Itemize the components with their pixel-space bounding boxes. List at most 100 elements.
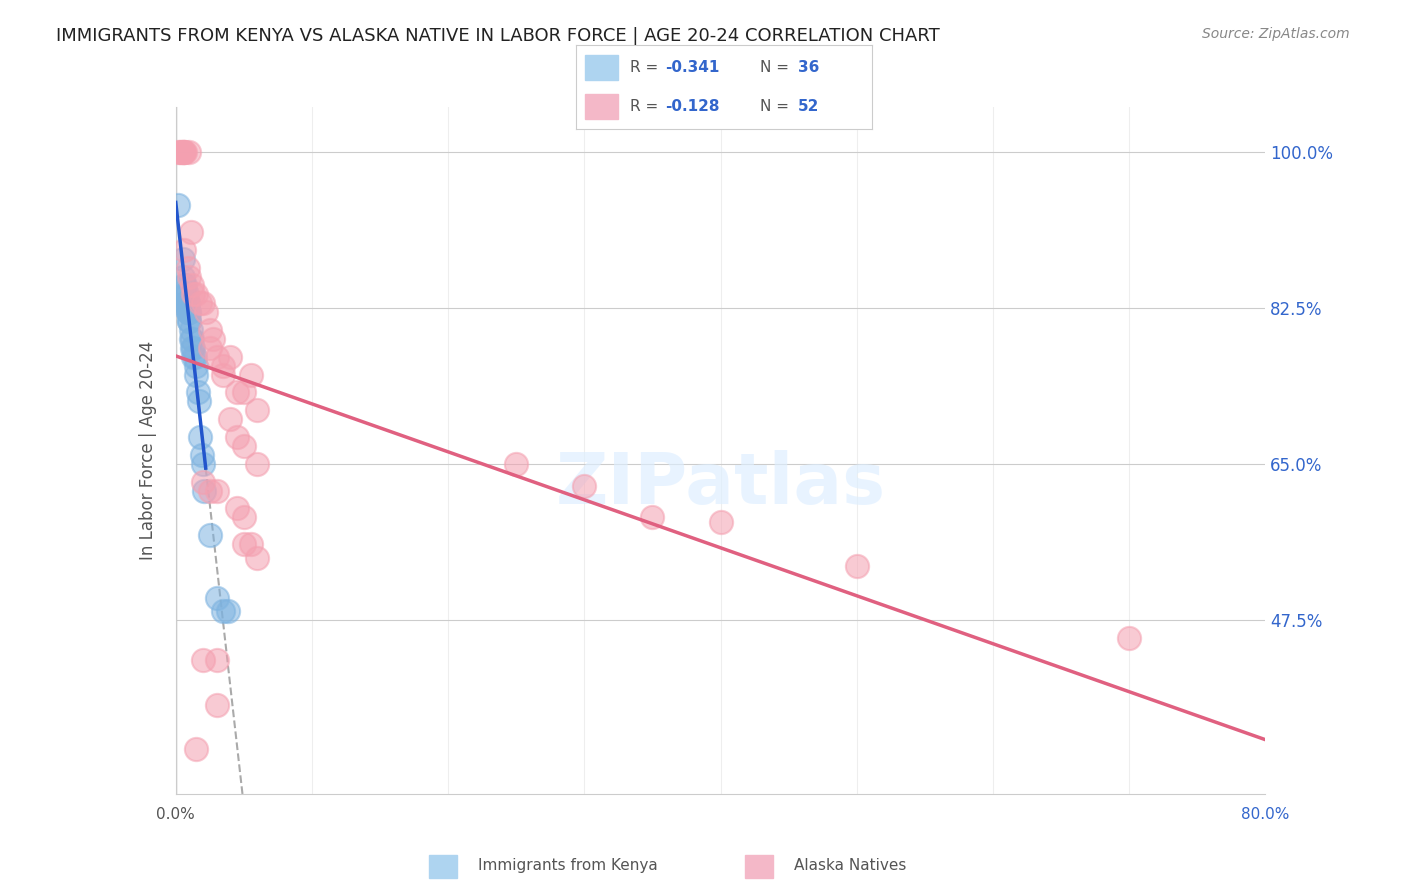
Point bbox=[232, 439, 254, 453]
Text: -0.341: -0.341 bbox=[665, 60, 720, 75]
Point bbox=[186, 359, 208, 373]
Point bbox=[212, 359, 235, 373]
Text: Source: ZipAtlas.com: Source: ZipAtlas.com bbox=[1202, 27, 1350, 41]
Text: R =: R = bbox=[630, 60, 662, 75]
Point bbox=[181, 278, 204, 293]
Point bbox=[172, 145, 194, 159]
Point bbox=[172, 252, 194, 266]
Point bbox=[174, 287, 197, 301]
Point bbox=[198, 323, 221, 337]
Point bbox=[198, 528, 221, 542]
Point bbox=[179, 305, 201, 319]
Point bbox=[191, 475, 214, 489]
Point bbox=[173, 278, 195, 293]
Point bbox=[174, 145, 197, 159]
Point bbox=[174, 296, 197, 310]
Point bbox=[184, 350, 207, 364]
Point bbox=[177, 260, 200, 275]
Point bbox=[181, 341, 204, 355]
Point bbox=[179, 269, 201, 284]
FancyBboxPatch shape bbox=[585, 94, 617, 120]
Point bbox=[191, 296, 214, 310]
Point bbox=[188, 296, 211, 310]
Point bbox=[187, 394, 209, 409]
Point bbox=[217, 604, 239, 618]
Point bbox=[186, 368, 208, 382]
Point bbox=[173, 243, 195, 257]
Point bbox=[191, 653, 214, 667]
Point bbox=[641, 510, 664, 524]
Text: N =: N = bbox=[759, 60, 793, 75]
Point bbox=[226, 430, 249, 444]
Point bbox=[179, 314, 201, 328]
Text: 80.0%: 80.0% bbox=[1241, 807, 1289, 822]
Point bbox=[198, 341, 221, 355]
Point bbox=[188, 430, 211, 444]
Point bbox=[226, 501, 249, 516]
Y-axis label: In Labor Force | Age 20-24: In Labor Force | Age 20-24 bbox=[139, 341, 157, 560]
Point bbox=[212, 368, 235, 382]
Point bbox=[169, 145, 191, 159]
Point bbox=[205, 350, 228, 364]
Point bbox=[1118, 631, 1140, 645]
Point bbox=[167, 145, 190, 159]
Point bbox=[232, 510, 254, 524]
Point bbox=[177, 305, 200, 319]
Point bbox=[205, 591, 228, 605]
Point bbox=[172, 269, 194, 284]
FancyBboxPatch shape bbox=[745, 855, 773, 878]
Point bbox=[201, 332, 224, 346]
Text: 0.0%: 0.0% bbox=[156, 807, 195, 822]
Text: -0.128: -0.128 bbox=[665, 99, 720, 114]
Point bbox=[710, 515, 733, 529]
Point bbox=[176, 287, 198, 301]
Point bbox=[186, 287, 208, 301]
Point bbox=[177, 296, 200, 310]
Point bbox=[193, 483, 215, 498]
Point bbox=[180, 332, 202, 346]
Point bbox=[205, 483, 228, 498]
Point bbox=[219, 412, 242, 426]
Point bbox=[190, 448, 212, 462]
Point bbox=[172, 145, 194, 159]
Point bbox=[191, 457, 214, 471]
Point bbox=[246, 403, 269, 417]
Point bbox=[186, 385, 209, 400]
Point bbox=[198, 483, 221, 498]
Point bbox=[173, 145, 195, 159]
Point bbox=[186, 742, 208, 756]
Point bbox=[246, 550, 269, 565]
Point bbox=[232, 537, 254, 551]
Point bbox=[170, 145, 193, 159]
Point bbox=[183, 350, 205, 364]
Point bbox=[183, 341, 205, 355]
Point bbox=[574, 479, 596, 493]
Text: 52: 52 bbox=[799, 99, 820, 114]
Point bbox=[177, 305, 200, 319]
Text: N =: N = bbox=[759, 99, 793, 114]
Text: ZIPatlas: ZIPatlas bbox=[555, 450, 886, 519]
Point bbox=[232, 385, 254, 400]
Text: Immigrants from Kenya: Immigrants from Kenya bbox=[478, 858, 658, 872]
Point bbox=[505, 457, 527, 471]
FancyBboxPatch shape bbox=[429, 855, 457, 878]
Point bbox=[845, 559, 868, 574]
Point bbox=[219, 350, 242, 364]
Point bbox=[212, 604, 235, 618]
Point bbox=[205, 698, 228, 712]
Point bbox=[181, 332, 204, 346]
Point bbox=[179, 314, 201, 328]
Point bbox=[194, 305, 217, 319]
Point bbox=[180, 323, 202, 337]
Point bbox=[246, 457, 269, 471]
Text: R =: R = bbox=[630, 99, 662, 114]
Point bbox=[226, 385, 249, 400]
FancyBboxPatch shape bbox=[585, 54, 617, 80]
Text: IMMIGRANTS FROM KENYA VS ALASKA NATIVE IN LABOR FORCE | AGE 20-24 CORRELATION CH: IMMIGRANTS FROM KENYA VS ALASKA NATIVE I… bbox=[56, 27, 941, 45]
Point bbox=[239, 537, 262, 551]
Point bbox=[239, 368, 262, 382]
Point bbox=[174, 278, 197, 293]
Point bbox=[183, 287, 205, 301]
Point bbox=[177, 296, 200, 310]
Point bbox=[205, 653, 228, 667]
